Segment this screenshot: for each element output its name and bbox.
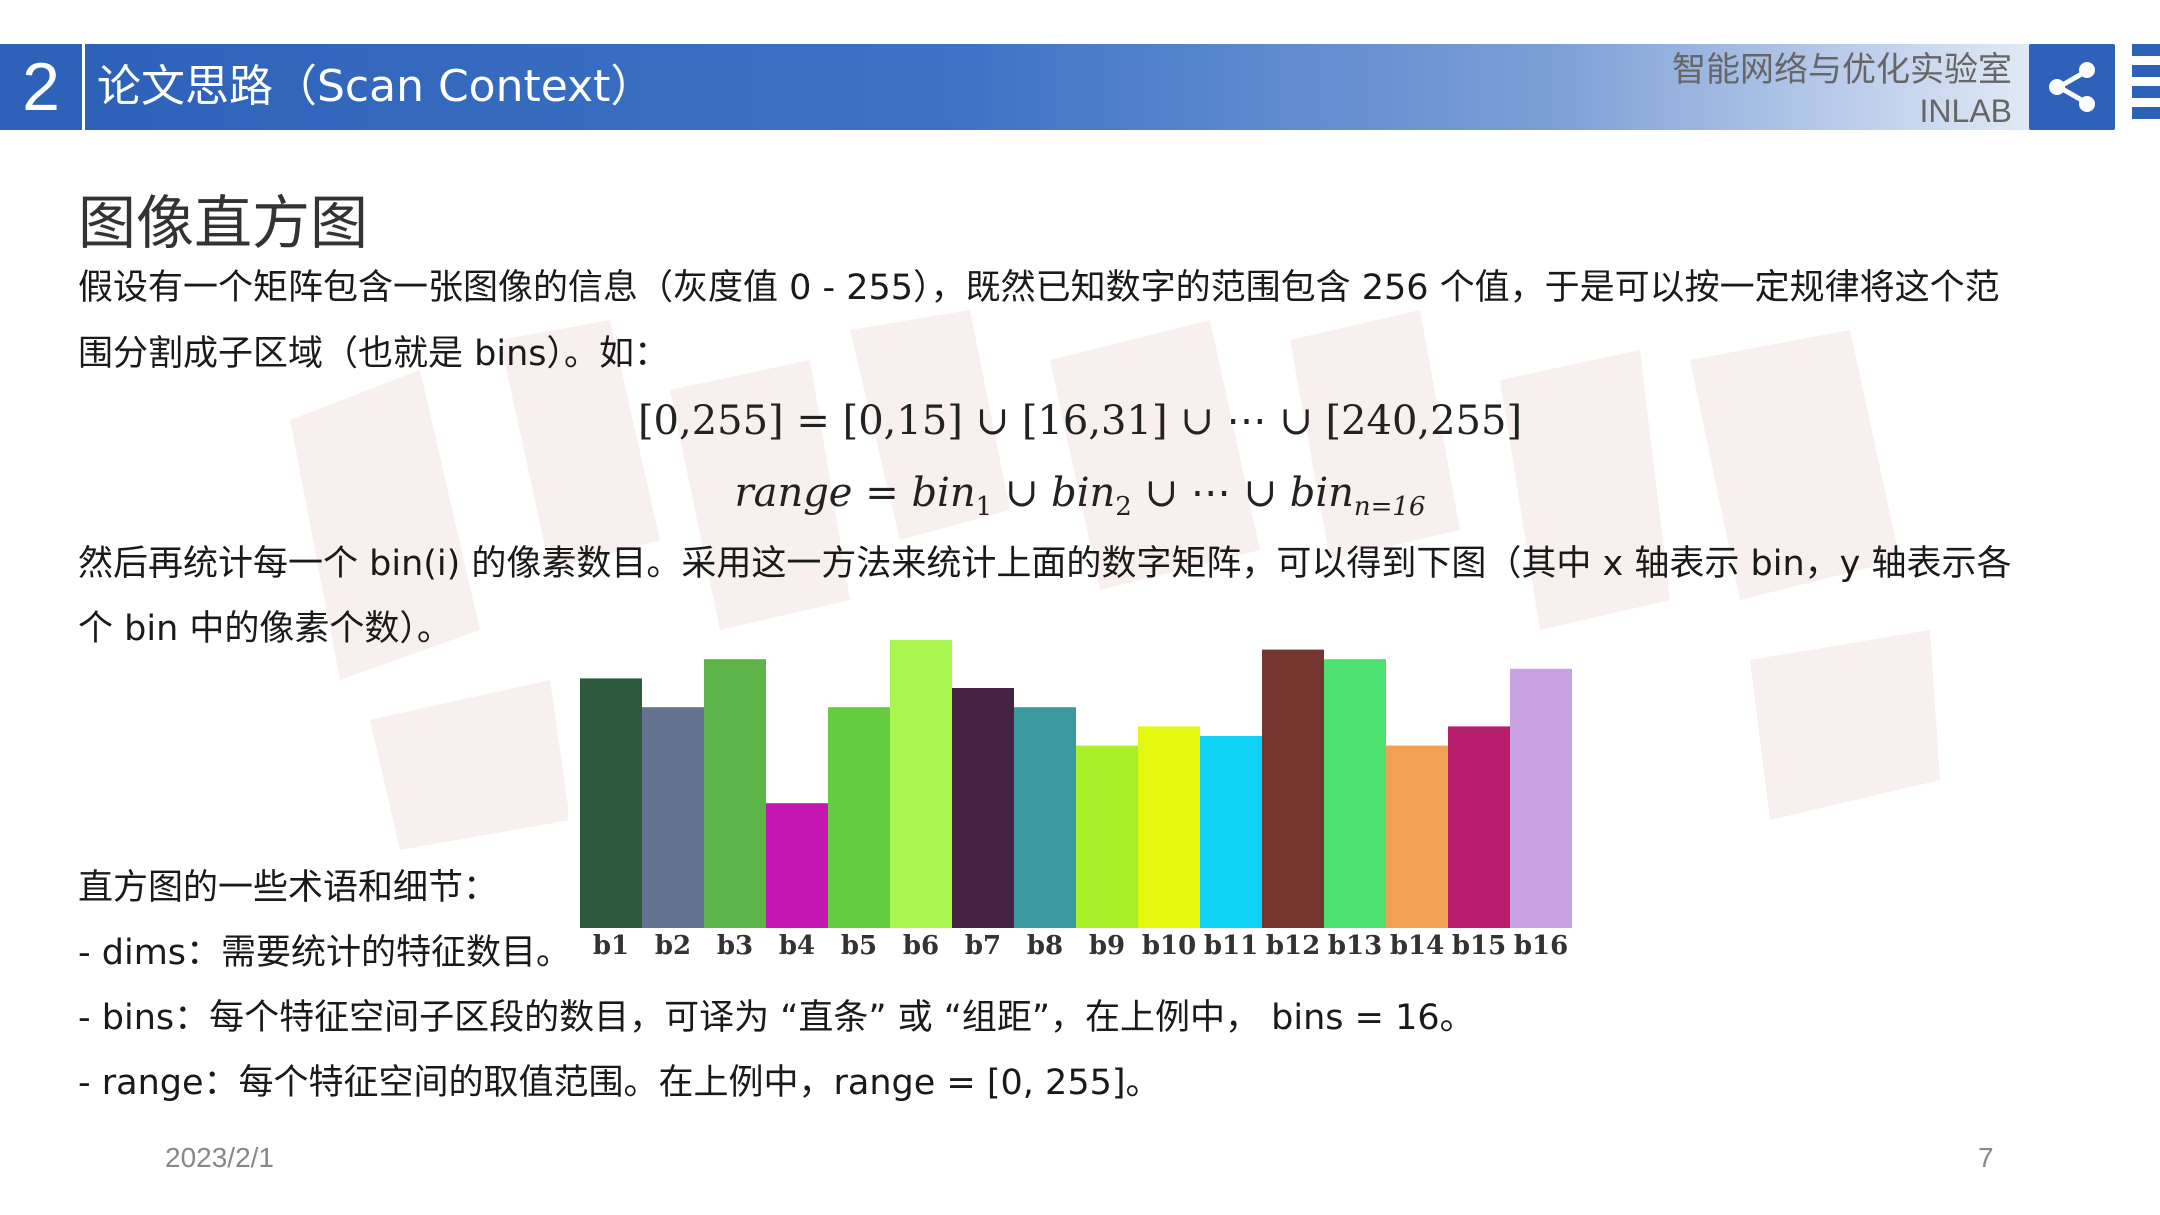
tick-label-b3: b3 xyxy=(717,931,753,961)
share-icon xyxy=(2049,62,2095,112)
bar-b12 xyxy=(1262,649,1324,928)
paragraph-1-line-1: 假设有一个矩阵包含一张图像的信息（灰度值 0 - 255），既然已知数字的范围包… xyxy=(78,268,2000,308)
tick-label-b6: b6 xyxy=(903,931,939,961)
term-dims: - dims：需要统计的特征数目。 xyxy=(78,933,572,973)
tick-label-b16: b16 xyxy=(1514,931,1568,961)
bar-b5 xyxy=(828,707,890,928)
tick-label-b10: b10 xyxy=(1142,931,1196,961)
lab-name: 智能网络与优化实验室 xyxy=(1672,50,2012,90)
tick-label-b11: b11 xyxy=(1204,931,1258,961)
bar-b10 xyxy=(1138,726,1200,928)
header-bar xyxy=(85,44,2045,130)
tick-label-b13: b13 xyxy=(1328,931,1382,961)
histogram-svg: b1 b2 b3 b4 b5 b6 b7 b8 b9 b10 b11 b12 b13 b14 b15 b16 xyxy=(568,634,1574,970)
page-number: 7 xyxy=(1978,1142,1994,1173)
tick-label-b8: b8 xyxy=(1027,931,1063,961)
formula-bin-2: bin xyxy=(1051,470,1116,516)
terms-heading: 直方图的一些术语和细节： xyxy=(78,868,499,908)
formula-bin-1: bin xyxy=(911,470,976,516)
tick-label-b7: b7 xyxy=(965,931,1001,961)
formula-sub-1: 1 xyxy=(975,492,993,522)
tick-label-b4: b4 xyxy=(779,931,815,961)
tick-label-b9: b9 xyxy=(1089,931,1125,961)
paragraph-2-line-2: 个 bin 中的像素个数）。 xyxy=(78,609,452,649)
paragraph-1-line-2: 围分割成子区域（也就是 bins）。如： xyxy=(78,334,669,374)
bar-b14 xyxy=(1386,745,1448,928)
tick-label-b15: b15 xyxy=(1452,931,1506,961)
tick-label-b5: b5 xyxy=(841,931,877,961)
watermark-decoration xyxy=(290,310,1940,850)
bar-b1 xyxy=(580,678,642,928)
formula-bin-n: bin xyxy=(1289,470,1354,516)
bar-b8 xyxy=(1014,707,1076,928)
share-button[interactable] xyxy=(2029,44,2115,130)
term-bins: - bins：每个特征空间子区段的数目，可译为 “直条” 或 “组距”，在上例中… xyxy=(78,998,1475,1038)
formula-sub-2: 2 xyxy=(1115,492,1132,522)
section-number: 2 xyxy=(0,44,82,130)
footer-date: 2023/2/1 xyxy=(165,1142,274,1173)
tick-label-b1: b1 xyxy=(593,931,629,961)
bar-b7 xyxy=(952,688,1014,928)
bar-b6 xyxy=(890,640,952,928)
tick-label-b14: b14 xyxy=(1390,931,1444,961)
formula-range-bins: range = bin1 ∪ bin2 ∪ ⋯ ∪ binn=16 xyxy=(734,470,1426,522)
bar-b13 xyxy=(1324,659,1386,928)
bar-b3 xyxy=(704,659,766,928)
page-heading: 图像直方图 xyxy=(78,189,369,257)
formula-sub-n: n=16 xyxy=(1353,492,1426,522)
edge-decoration xyxy=(2132,44,2160,130)
formula-interval-split: [0,255] = [0,15] ∪ [16,31] ∪ ⋯ ∪ [240,25… xyxy=(637,398,1523,444)
bar-b16 xyxy=(1510,668,1572,928)
tick-label-b2: b2 xyxy=(655,931,691,961)
bar-b9 xyxy=(1076,745,1138,928)
bar-b4 xyxy=(766,803,828,928)
bar-b11 xyxy=(1200,736,1262,928)
bar-b15 xyxy=(1448,726,1510,928)
histogram-chart: b1 b2 b3 b4 b5 b6 b7 b8 b9 b10 b11 b12 b13 b14 b15 b16 xyxy=(568,634,1574,970)
bar-b2 xyxy=(642,707,704,928)
paragraph-2-line-1: 然后再统计每一个 bin(i) 的像素数目。采用这一方法来统计上面的数字矩阵，可… xyxy=(78,544,2012,584)
formula-range: range xyxy=(734,470,853,516)
term-range: - range：每个特征空间的取值范围。在上例中，range = [0, 255… xyxy=(78,1063,1161,1103)
lab-abbr: INLAB xyxy=(1919,93,2012,129)
section-title: 论文思路（Scan Context） xyxy=(97,61,655,112)
tick-label-b12: b12 xyxy=(1266,931,1320,961)
